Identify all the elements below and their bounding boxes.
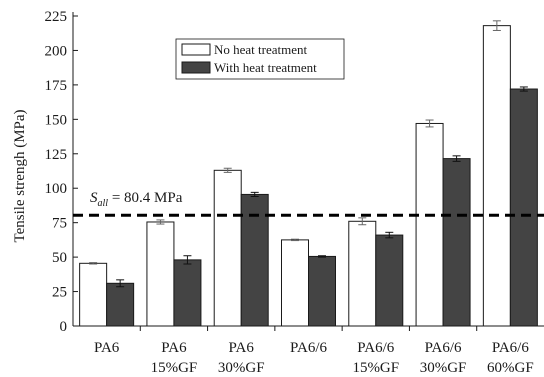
x-tick-label: 15%GF xyxy=(151,360,198,376)
y-tick-label: 200 xyxy=(45,43,68,59)
bar-no-heat-treatment xyxy=(482,25,511,327)
legend: No heat treatment With heat treatment xyxy=(175,38,345,80)
bar-no-heat-treatment xyxy=(415,122,444,327)
bar-no-heat-treatment xyxy=(213,169,242,327)
x-tick-label: PA6/6 xyxy=(357,340,394,356)
legend-label-with-heat: With heat treatment xyxy=(214,60,317,75)
bar-with-heat-treatment xyxy=(308,255,336,327)
y-tick-label: 150 xyxy=(45,112,68,128)
legend-swatch-with-heat xyxy=(181,61,211,74)
y-tick-label: 100 xyxy=(45,181,68,197)
bar-no-heat-treatment xyxy=(79,262,108,327)
reference-value-text: = 80.4 MPa xyxy=(108,190,183,206)
x-tick-label: 30%GF xyxy=(218,360,265,376)
bar-with-heat-treatment xyxy=(173,259,202,327)
y-tick-label: 175 xyxy=(45,78,68,94)
x-tick-label: PA6 xyxy=(161,340,187,356)
bar-with-heat-treatment xyxy=(375,234,404,327)
x-tick-label: PA6/6 xyxy=(425,340,462,356)
bar-with-heat-treatment xyxy=(509,88,538,327)
y-tick-label: 225 xyxy=(45,9,68,25)
bar-with-heat-treatment xyxy=(442,158,471,327)
y-axis-label: Tensile strengh (MPa) xyxy=(12,109,28,242)
plot-area: 0 25 50 75 100 125 150 175 200 225 PA6 PA6 15%GF PA6 3… xyxy=(45,9,544,376)
y-tick-label: 75 xyxy=(52,216,67,232)
x-tick-label: PA6 xyxy=(229,340,255,356)
bar-no-heat-treatment xyxy=(281,239,309,327)
legend-label-no-heat: No heat treatment xyxy=(214,42,308,57)
y-tick-label: 0 xyxy=(60,319,68,335)
bar-no-heat-treatment xyxy=(146,221,175,327)
x-tick-label: PA6/6 xyxy=(492,340,529,356)
legend-swatch-no-heat xyxy=(181,43,211,56)
y-tick-label: 50 xyxy=(52,250,67,266)
x-tick-label: PA6 xyxy=(94,340,120,356)
x-tick-label: 15%GF xyxy=(352,360,399,376)
reference-line-group: Sall = 80.4 MPa xyxy=(73,190,544,217)
x-tick-label: 60%GF xyxy=(487,360,534,376)
reference-subscript: all xyxy=(98,198,109,209)
reference-line-label: Sall = 80.4 MPa xyxy=(90,190,183,209)
y-tick-label: 125 xyxy=(45,147,68,163)
bars xyxy=(79,20,538,327)
x-tick-label: 30%GF xyxy=(420,360,467,376)
bar-with-heat-treatment xyxy=(106,282,135,327)
x-tick-label: PA6/6 xyxy=(290,340,327,356)
y-tick-label: 25 xyxy=(52,285,67,301)
reference-symbol: S xyxy=(90,190,98,206)
bar-no-heat-treatment xyxy=(348,220,377,327)
